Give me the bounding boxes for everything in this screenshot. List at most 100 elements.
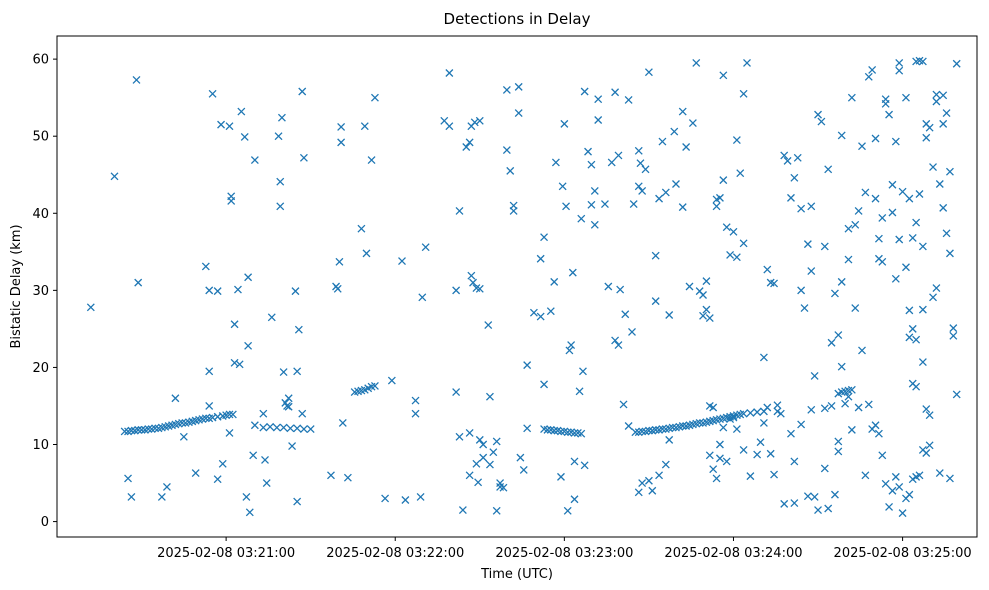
data-point [381, 494, 390, 503]
data-point [787, 193, 795, 202]
data-point [502, 85, 511, 94]
data-point [465, 471, 474, 480]
data-point [644, 476, 653, 485]
data-point [151, 424, 160, 433]
data-point [563, 506, 572, 515]
data-point [86, 303, 95, 312]
data-point [837, 362, 846, 371]
data-point [284, 402, 293, 411]
data-point [854, 403, 863, 412]
data-point [709, 465, 718, 474]
data-point [458, 506, 467, 514]
data-point [284, 394, 293, 403]
data-point [949, 324, 958, 333]
y-tick-label: 0 [41, 515, 49, 530]
data-point [939, 203, 948, 212]
data-point [661, 460, 670, 469]
data-point [594, 95, 603, 104]
data-point [343, 473, 352, 482]
data-point [178, 418, 187, 427]
x-tick-label: 2025-02-08 03:23:00 [495, 546, 633, 561]
data-point [475, 435, 484, 444]
data-point [844, 224, 853, 233]
data-point [803, 240, 812, 249]
data-point [705, 451, 714, 460]
data-point [763, 403, 772, 412]
data-point [830, 289, 839, 298]
data-point [333, 284, 342, 293]
data-point [868, 425, 877, 434]
data-point [218, 459, 227, 468]
data-point [952, 390, 961, 399]
data-point [905, 194, 914, 203]
data-point [259, 409, 268, 418]
data-point [205, 367, 214, 376]
data-point [519, 465, 528, 474]
data-point [590, 186, 599, 195]
data-point [797, 420, 806, 429]
data-point [929, 293, 937, 302]
data-point [485, 460, 494, 469]
data-point [945, 249, 954, 258]
data-point [401, 496, 410, 504]
data-point [205, 286, 214, 295]
data-point [699, 291, 707, 299]
data-point [496, 479, 505, 488]
data-point [536, 312, 545, 321]
data-point [644, 426, 653, 435]
data-point [267, 313, 276, 322]
data-point [641, 165, 650, 174]
data-point [631, 428, 640, 437]
data-point [624, 96, 633, 104]
data-point [570, 428, 579, 437]
data-point [274, 132, 283, 141]
data-point [306, 425, 315, 434]
data-point [179, 432, 188, 441]
data-point [421, 243, 430, 252]
data-point [908, 475, 917, 484]
data-point [244, 273, 253, 282]
data-point [475, 116, 484, 125]
data-point [337, 122, 346, 131]
data-point [952, 59, 961, 68]
data-point [942, 109, 951, 118]
data-point [634, 146, 643, 155]
data-point [475, 284, 484, 293]
data-point [807, 202, 816, 211]
data-point [651, 425, 660, 434]
data-point [800, 304, 809, 313]
data-point [888, 208, 897, 217]
data-point [298, 87, 307, 96]
data-point [276, 202, 285, 211]
data-point [793, 153, 802, 162]
data-point [824, 165, 833, 174]
data-point [550, 277, 559, 286]
data-point [279, 368, 288, 377]
data-point [469, 278, 477, 287]
data-point [682, 143, 691, 151]
data-point [225, 122, 234, 131]
data-point [638, 479, 647, 488]
data-point [922, 133, 931, 142]
data-point [577, 214, 586, 223]
data-point [611, 88, 620, 97]
data-points [86, 56, 961, 518]
data-point [908, 233, 917, 242]
data-point [783, 156, 792, 165]
data-point [648, 486, 657, 495]
data-point [162, 482, 171, 491]
data-point [665, 311, 674, 319]
data-point [127, 492, 136, 501]
data-point [736, 169, 745, 178]
data-point [570, 495, 579, 504]
data-point [918, 57, 927, 66]
data-point [702, 305, 711, 314]
x-tick-label: 2025-02-08 03:25:00 [834, 546, 972, 561]
data-point [584, 147, 592, 156]
data-point [362, 249, 371, 258]
data-point [743, 59, 751, 67]
data-point [266, 422, 275, 431]
data-point [871, 134, 880, 143]
data-point [540, 233, 549, 242]
data-point [523, 424, 532, 433]
